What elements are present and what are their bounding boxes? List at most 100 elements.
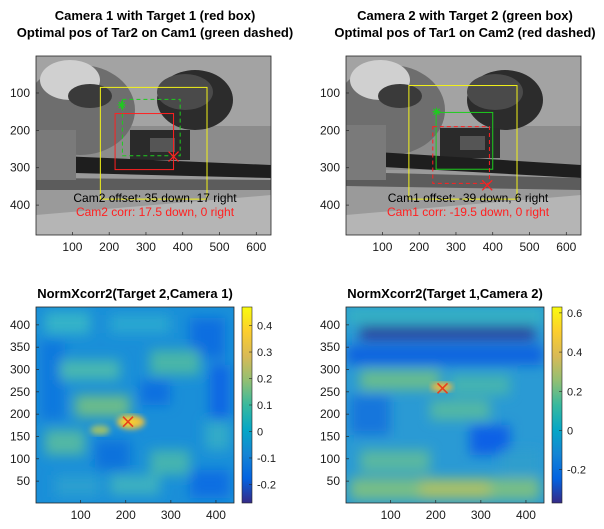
xcorr-2-cb-tick-label: -0.2 [567,465,586,477]
xcorr-1-title: NormXcorr2(Target 2,Camera 1) [37,286,233,301]
xcorr-1-cb-tick-label: 0.3 [257,347,272,359]
camera-1-red-x-marker [168,151,179,162]
camera-1-xtick-label: 600 [246,240,266,254]
xcorr-2-title: NormXcorr2(Target 1,Camera 2) [347,286,543,301]
xcorr-1-colorbar-ticks: -0.2 -0.1 0 0.1 0.2 0.3 0.4 [249,321,276,491]
cam2-offset-annotation: Cam2 offset: 35 down, 17 right [73,191,237,205]
camera-2-xtick-label: 600 [556,240,576,254]
xcorr-1-peak [122,416,134,428]
xcorr-1-cb-tick-label: 0.1 [257,400,272,412]
panel-camera-2: Camera 2 with Target 2 (green box) Optim… [320,8,596,254]
xcorr-1-xtick-label: 300 [161,508,181,522]
xcorr-2-ytick-label: 250 [320,385,340,399]
panel-camera-1: Camera 1 with Target 1 (red box) Optimal… [10,8,293,254]
xcorr-1-cb-tick-label: 0.2 [257,374,272,386]
camera-2-xtick-label: 100 [372,240,392,254]
cam1-offset-annotation: Cam1 offset: -39 down, 6 right [388,191,549,205]
xcorr-1-xtick-label: 200 [116,508,136,522]
xcorr-1-ytick-label: 50 [17,474,31,488]
xcorr-2-peak [436,382,449,394]
camera-2-xtick-label: 200 [409,240,429,254]
camera-2-ytick-label: 200 [320,123,340,137]
camera-2-xtick-label: 400 [483,240,503,254]
camera-2-green-star-marker [432,107,441,116]
camera-2-xtick-label: 500 [519,240,539,254]
camera-1-green-star-marker [117,100,126,109]
camera-1-xtick-label: 500 [209,240,229,254]
xcorr-1-cb-tick-label: -0.1 [257,453,276,465]
xcorr-2-xtick-label: 200 [426,508,446,522]
camera-2-ytick-label: 400 [320,198,340,212]
camera-1-xtick-label: 300 [136,240,156,254]
camera-1-ytick-label: 400 [10,198,30,212]
panel-xcorr-target1-camera2: NormXcorr2(Target 1,Camera 2) [320,286,586,522]
camera-1-ytick-label: 300 [10,161,30,175]
camera-1-title: Camera 1 with Target 1 (red box) [55,8,256,23]
camera-1-ytick-label: 200 [10,123,30,137]
xcorr-1-ytick-label: 300 [10,363,30,377]
xcorr-2-colorbar-ticks: -0.2 0 0.2 0.4 0.6 [559,308,586,477]
xcorr-2-ytick-label: 200 [320,407,340,421]
camera-2-xtick-label: 300 [446,240,466,254]
camera-1-ytick-label: 100 [10,86,30,100]
xcorr-1-cb-tick-label: 0.4 [257,321,272,333]
xcorr-2-peak-stroke [436,382,449,394]
xcorr-2-ytick-label: 50 [327,474,341,488]
camera-2-green-solid-box [435,111,494,170]
xcorr-1-xtick-label: 400 [206,508,226,522]
camera-1-red-solid-box [114,113,175,171]
xcorr-2-xtick-label: 400 [516,508,536,522]
camera-2-red-x-marker [481,179,493,191]
xcorr-1-cb-tick-label: 0 [257,426,263,438]
camera-2-ticks: 100 200 300 400 500 600 100 200 300 400 [320,86,577,254]
xcorr-1-ytick-label: 150 [10,429,30,443]
xcorr-2-xtick-label: 300 [471,508,491,522]
xcorr-1-heatmap [36,307,234,503]
camera-1-green-dashed-box [121,98,181,157]
xcorr-1-xtick-label: 100 [71,508,91,522]
xcorr-2-ticks: 100 200 300 400 50 100 150 200 250 300 350 400 [320,318,536,522]
xcorr-1-axes-box [35,306,235,504]
xcorr-1-ytick-label: 200 [10,407,30,421]
xcorr-2-ytick-label: 400 [320,318,340,332]
camera-1-xtick-label: 200 [99,240,119,254]
xcorr-1-ytick-label: 250 [10,385,30,399]
camera-2-red-dashed-box [432,126,490,184]
xcorr-2-cb-tick-label: 0.2 [567,386,582,398]
camera-1-overlays [99,86,208,200]
xcorr-2-cb-tick-label: 0 [567,425,573,437]
camera-2-ytick-label: 100 [320,86,340,100]
camera-1-yellow-box [99,86,208,200]
xcorr-1-cb-tick-label: -0.2 [257,479,276,491]
camera-1-axes-box [35,55,272,236]
xcorr-2-axes-box [345,306,545,504]
xcorr-2-colorbar [551,306,563,504]
camera-1-ticks: 100 200 300 400 500 600 100 200 300 400 [10,86,267,254]
camera-2-subtitle: Optimal pos of Tar1 on Cam2 (red dashed) [334,25,595,40]
xcorr-2-heatmap [346,307,544,503]
camera-2-yellow-box [408,85,518,200]
xcorr-2-ytick-label: 150 [320,429,340,443]
camera-2-overlays [408,85,518,200]
xcorr-2-xtick-label: 100 [381,508,401,522]
camera-2-title: Camera 2 with Target 2 (green box) [357,8,573,23]
xcorr-1-ytick-label: 350 [10,340,30,354]
camera-1-xtick-label: 100 [62,240,82,254]
camera-1-xtick-label: 400 [173,240,193,254]
xcorr-1-ticks: 100 200 300 400 50 100 150 200 250 300 350 400 [10,318,226,522]
cam2-corr-annotation: Cam2 corr: 17.5 down, 0 right [76,205,235,219]
xcorr-2-cb-tick-label: 0.6 [567,308,582,320]
camera-1-subtitle: Optimal pos of Tar2 on Cam1 (green dashe… [17,25,293,40]
xcorr-2-ytick-label: 100 [320,452,340,466]
xcorr-1-ytick-label: 100 [10,452,30,466]
xcorr-2-cb-tick-label: 0.4 [567,347,582,359]
xcorr-1-peak-stroke [122,416,134,428]
cam1-corr-annotation: Cam1 corr: -19.5 down, 0 right [387,205,550,219]
camera-2-axes-box [345,55,582,236]
xcorr-2-ytick-label: 350 [320,340,340,354]
xcorr-2-ytick-label: 300 [320,363,340,377]
panel-xcorr-target2-camera1: NormXcorr2(Target 2,Camera 1) [10,286,276,522]
xcorr-1-ytick-label: 400 [10,318,30,332]
camera-2-ytick-label: 300 [320,161,340,175]
